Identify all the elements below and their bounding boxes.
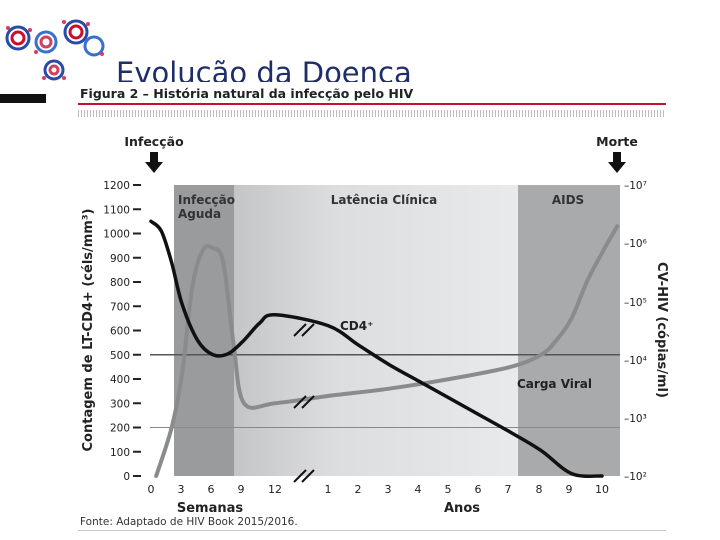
axis-break-icon <box>293 323 315 337</box>
x-tick-label: 4 <box>415 483 422 496</box>
series-label: CD4⁺ <box>340 319 373 333</box>
y-tick-label: 1100 <box>103 204 130 216</box>
phase-label: Latência Clínica <box>331 193 438 207</box>
y-tick-label: 400 <box>110 374 130 386</box>
phase-label: AIDS <box>552 193 584 207</box>
event-label: Morte <box>596 134 638 149</box>
y-tick-label: 500 <box>110 350 130 362</box>
x-tick-label: 1 <box>325 483 332 496</box>
y-axis-title: Contagem de LT-CD4+ (céls/mm³) <box>81 209 96 452</box>
axis-break-icon <box>293 469 315 483</box>
series <box>149 219 620 478</box>
x-tick-label: 12 <box>268 483 282 496</box>
axis-break-icon <box>293 395 315 409</box>
y-tick-label: 300 <box>110 398 130 410</box>
event-arrow-icon <box>145 152 163 173</box>
x-tick-label: 3 <box>178 483 185 496</box>
x-group-label: Anos <box>444 501 480 516</box>
y-tick-label: 900 <box>110 253 130 265</box>
figure-source: Fonte: Adaptado de HIV Book 2015/2016. <box>80 516 298 528</box>
x-tick-label: 10 <box>595 483 609 496</box>
x-group-label: Semanas <box>177 501 244 516</box>
y2-tick-label: –10³ <box>624 413 647 425</box>
phase-bands <box>174 185 620 476</box>
x-tick-label: 5 <box>445 483 452 496</box>
caption-hatch <box>78 110 666 117</box>
phase-band-2 <box>234 185 518 476</box>
y-tick-label: 100 <box>110 447 130 459</box>
y2-tick-label: –10⁵ <box>624 297 647 309</box>
title-accent-bar <box>0 94 46 103</box>
y2-tick-label: –10⁷ <box>624 180 647 192</box>
x-tick-label: 8 <box>536 483 543 496</box>
y-tick-label: 0 <box>123 471 130 483</box>
cd4-line <box>149 219 604 478</box>
viral-load-line <box>154 224 620 478</box>
x-tick-label: 9 <box>566 483 573 496</box>
y-tick-label: 800 <box>110 277 130 289</box>
y-tick-label: 1200 <box>103 180 130 192</box>
phase-band-3 <box>518 185 620 476</box>
event-label: Infecção <box>124 134 184 149</box>
y2-tick-label: –10² <box>624 471 647 483</box>
caption-rule <box>78 103 666 105</box>
phase-label: Infecção <box>178 193 235 207</box>
y-tick-label: 1000 <box>103 229 130 241</box>
phase-band-1 <box>174 185 234 476</box>
x-tick-label: 7 <box>505 483 512 496</box>
y-tick-label: 200 <box>110 423 130 435</box>
y2-axis-title: CV-HIV (cópias/ml) <box>654 262 669 398</box>
axes: 0100200300400500600700800900100011001200… <box>103 180 647 496</box>
event-arrow-icon <box>608 152 626 173</box>
y-tick-label: 700 <box>110 301 130 313</box>
phase-label: Aguda <box>178 207 221 221</box>
figure-caption: Figura 2 – História natural da infecção … <box>80 86 420 101</box>
bottom-rule <box>78 530 666 531</box>
virus-logo-icon <box>5 19 105 81</box>
x-tick-label: 6 <box>475 483 482 496</box>
y2-tick-label: –10⁴ <box>624 355 647 367</box>
slide-title: Evolução da Doença <box>116 56 412 82</box>
x-tick-label: 6 <box>208 483 215 496</box>
series-label: Carga Viral <box>517 377 592 391</box>
x-tick-label: 2 <box>355 483 362 496</box>
y2-tick-label: –10⁶ <box>624 238 647 250</box>
x-tick-label: 3 <box>385 483 392 496</box>
y-tick-label: 600 <box>110 326 130 338</box>
x-tick-label: 0 <box>148 483 155 496</box>
x-tick-label: 9 <box>238 483 245 496</box>
